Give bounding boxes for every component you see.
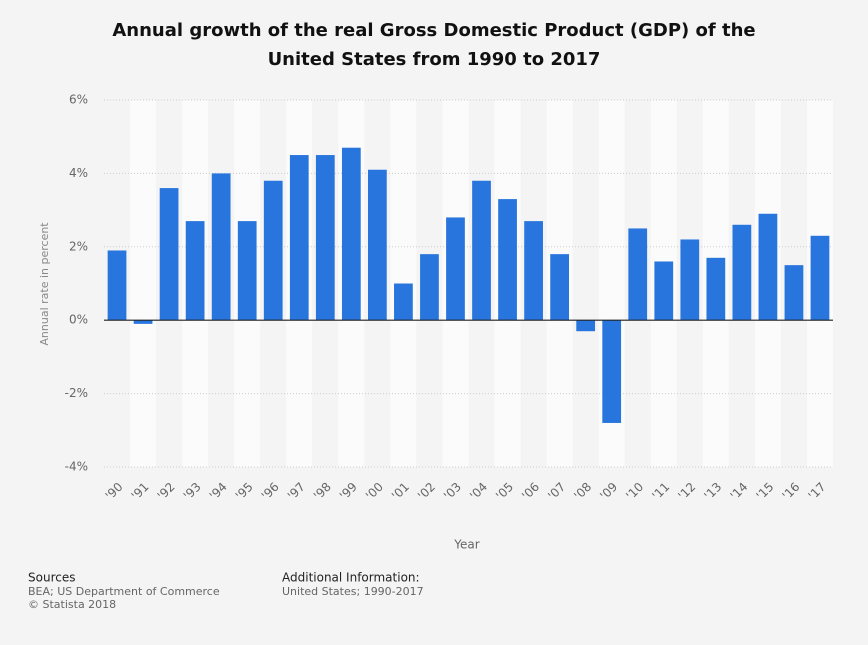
y-axis-title: Annual rate in percent (38, 222, 51, 346)
x-tick-label: '97 (285, 480, 308, 503)
y-tick-label: 0% (69, 313, 88, 327)
x-tick-label: '14 (727, 480, 750, 503)
bar (159, 188, 179, 321)
x-tick-label: '94 (207, 480, 230, 503)
bar (498, 199, 517, 321)
x-tick-label: '91 (129, 480, 152, 503)
x-tick-label: '10 (623, 480, 646, 503)
x-tick-label: '92 (155, 480, 178, 503)
bar (732, 224, 752, 321)
x-axis-title: Year (453, 538, 479, 552)
bar (107, 250, 127, 321)
bar (211, 173, 231, 321)
y-tick-label: -2% (65, 386, 88, 400)
bar (315, 155, 335, 321)
x-tick-label: '12 (675, 480, 698, 503)
bar (289, 155, 309, 321)
bar (368, 169, 387, 321)
x-tick-label: '99 (337, 480, 360, 503)
x-tick-label: '11 (649, 480, 672, 503)
x-tick-label: '00 (363, 480, 386, 503)
sources-line: BEA; US Department of Commerce (28, 585, 220, 598)
bar (472, 180, 491, 321)
y-tick-label: 4% (69, 166, 88, 180)
band-stripe (130, 100, 157, 467)
x-tick-label: '05 (493, 480, 516, 503)
info-text: United States; 1990-2017 (282, 585, 424, 598)
sources-title: Sources (28, 571, 75, 585)
bar (758, 213, 778, 321)
x-tick-label: '02 (415, 480, 438, 503)
bar (654, 261, 674, 321)
y-tick-label: -4% (65, 460, 88, 474)
bar (341, 147, 361, 321)
x-tick-label: '01 (389, 480, 412, 503)
x-tick-label: '96 (259, 480, 282, 503)
bar (706, 257, 726, 321)
bar (420, 254, 439, 321)
bar (133, 320, 153, 324)
x-tick-label: '15 (753, 480, 776, 503)
x-tick-label: '90 (103, 480, 126, 503)
x-tick-label: '13 (701, 480, 724, 503)
bar (602, 320, 622, 423)
x-tick-label: '95 (233, 480, 256, 503)
chart-title: Annual growth of the real Gross Domestic… (112, 20, 756, 70)
y-tick-label: 2% (69, 239, 88, 253)
y-tick-label: 6% (69, 93, 88, 107)
x-tick-label: '06 (519, 480, 542, 503)
bar (576, 320, 596, 332)
band-stripe (572, 100, 599, 467)
bar (237, 221, 257, 321)
bar (680, 239, 700, 321)
x-tick-label: '98 (311, 480, 334, 503)
x-tick-label: '03 (441, 480, 464, 503)
x-tick-label: '07 (545, 480, 568, 503)
info-title: Additional Information: (282, 571, 420, 585)
x-tick-label: '17 (806, 480, 829, 503)
bar (263, 180, 283, 321)
bar (394, 283, 413, 321)
bar (810, 235, 830, 321)
x-tick-label: '16 (780, 480, 803, 503)
bar (784, 265, 804, 321)
x-tick-label: '09 (597, 480, 620, 503)
bar (524, 221, 543, 321)
bar (550, 254, 569, 321)
bar (628, 228, 648, 321)
bar (185, 221, 205, 321)
sources-line: © Statista 2018 (28, 598, 116, 611)
x-tick-label: '93 (181, 480, 204, 503)
bar (446, 217, 465, 321)
x-tick-label: '04 (467, 480, 490, 503)
x-tick-label: '08 (571, 480, 594, 503)
